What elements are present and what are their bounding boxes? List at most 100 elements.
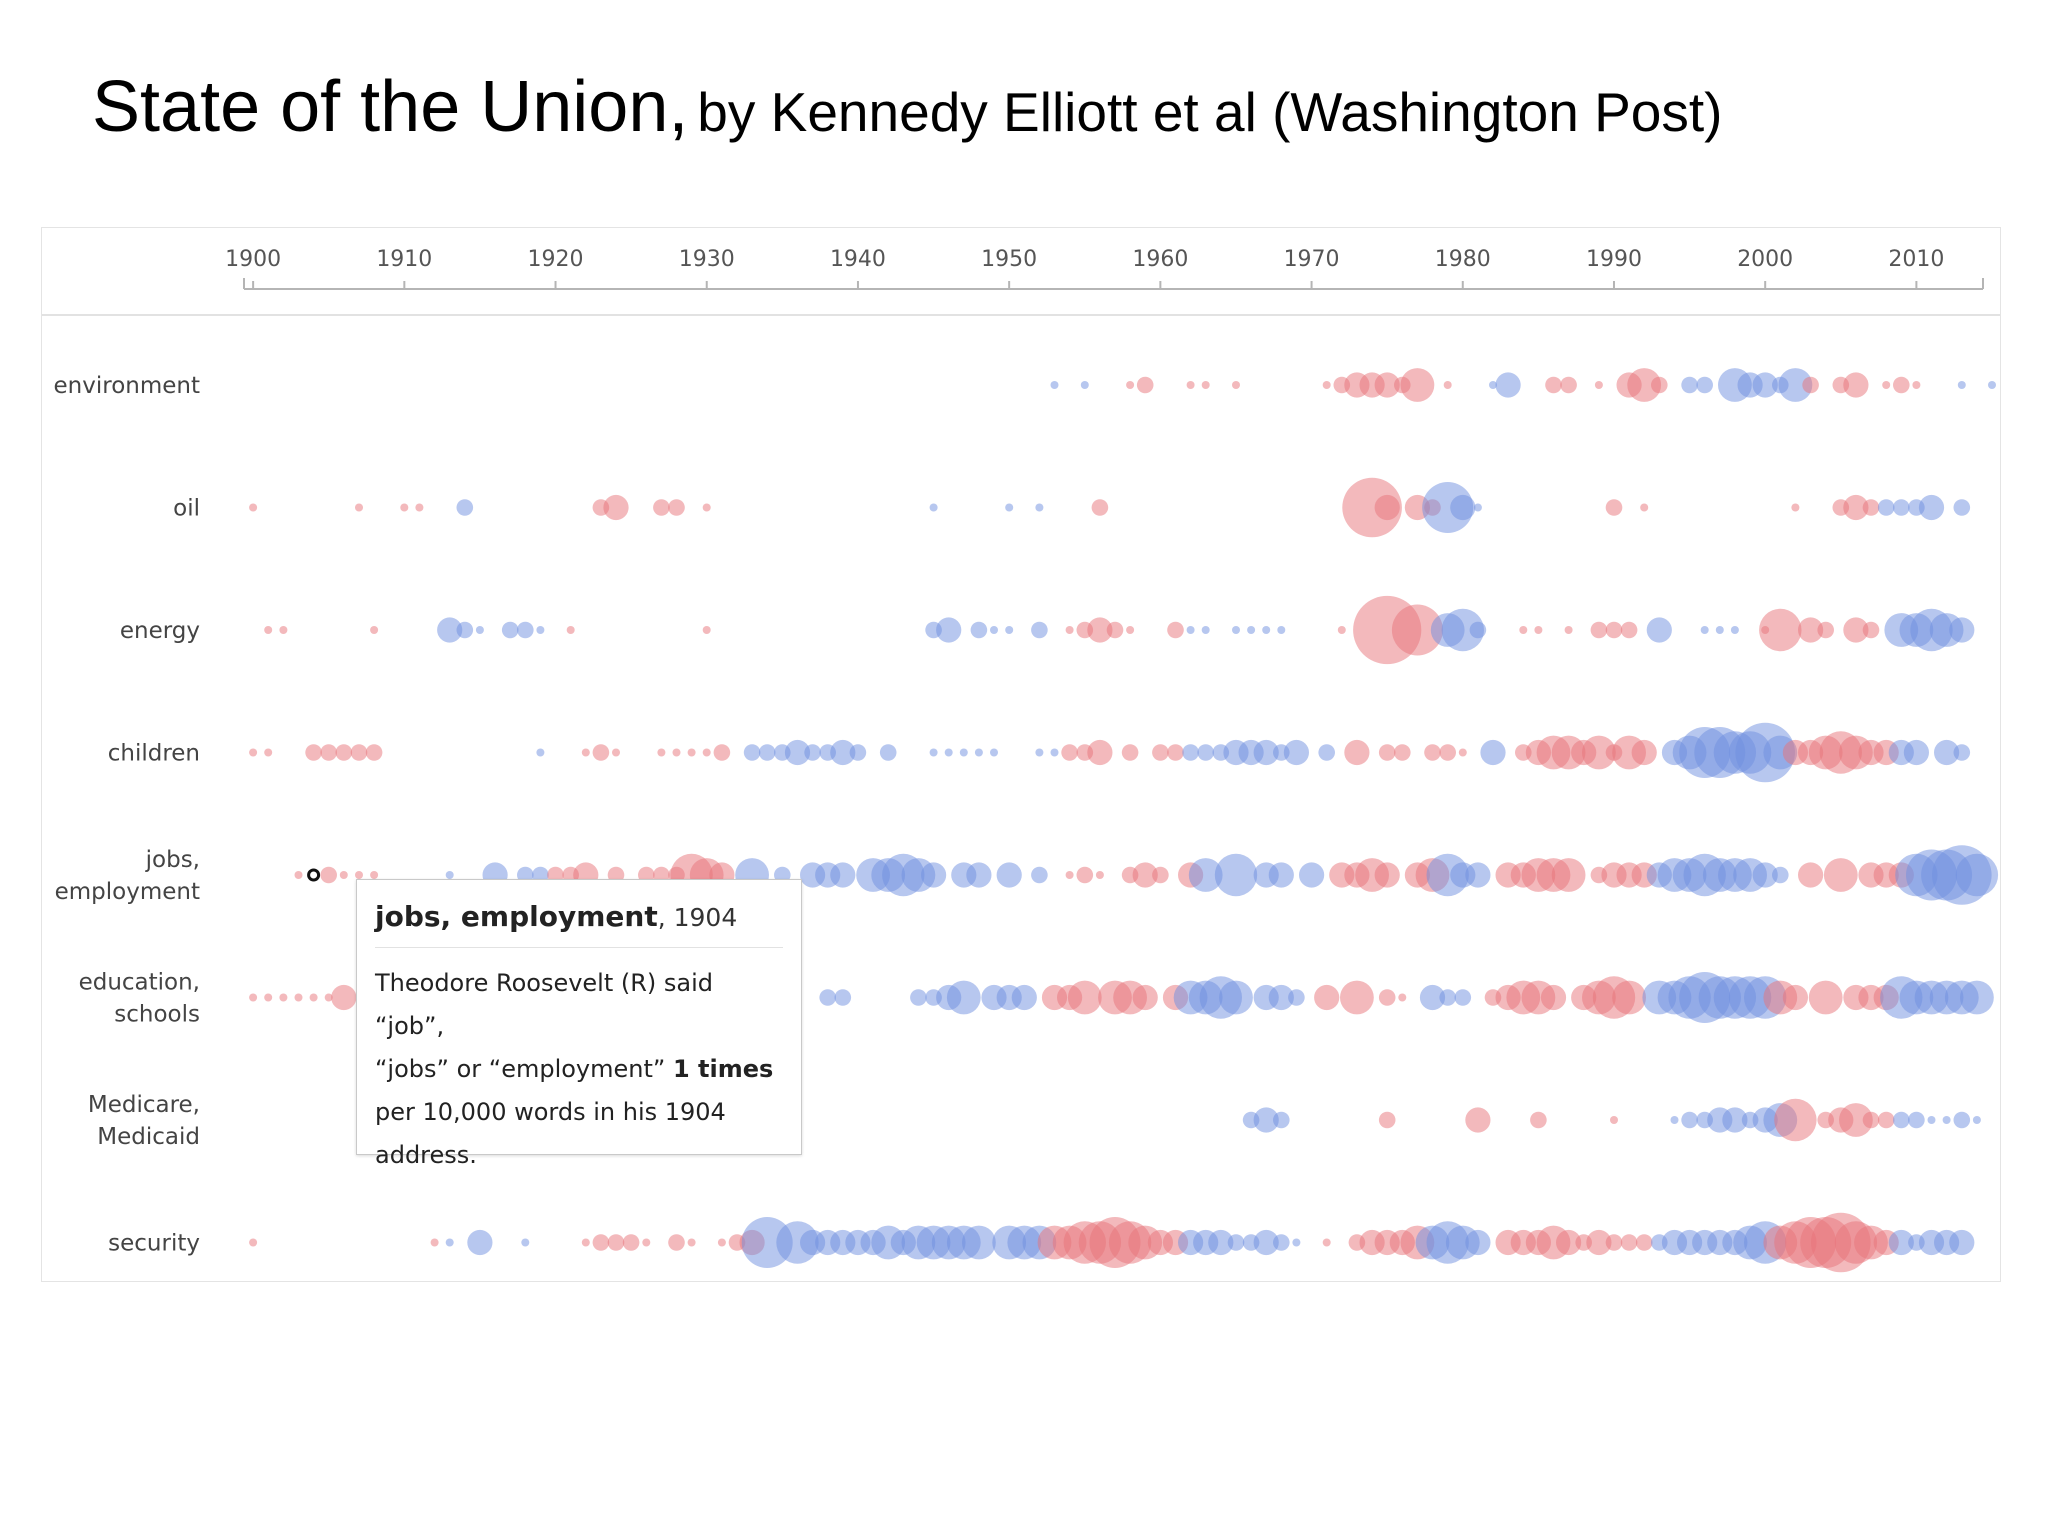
bubble-energy-1991[interactable] [1620, 621, 1638, 639]
bubble-energy-1919[interactable] [536, 626, 545, 634]
bubble-jobs-employment-1970[interactable] [1299, 862, 1325, 888]
bubble-energy-2013[interactable] [1949, 617, 1975, 643]
bubble-oil-1990[interactable] [1605, 499, 1623, 516]
bubble-oil-1928[interactable] [668, 499, 685, 516]
bubble-medicare-medicaid-2012[interactable] [1942, 1116, 1951, 1124]
bubble-security-1987[interactable] [1556, 1229, 1582, 1256]
bubble-jobs-employment-2000[interactable] [1752, 862, 1778, 888]
bubble-oil-1956[interactable] [1091, 499, 1109, 516]
bubble-security-2009[interactable] [1888, 1229, 1914, 1256]
bubble-children-1963[interactable] [1197, 744, 1214, 761]
bubble-energy-1998[interactable] [1730, 626, 1739, 634]
bubble-jobs-employment-1908[interactable] [370, 871, 379, 879]
bubble-oil-1945[interactable] [929, 503, 938, 512]
bubble-oil-2013[interactable] [1953, 499, 1971, 516]
bubble-jobs-employment-1963[interactable] [1188, 858, 1223, 892]
bubble-security-1924[interactable] [607, 1234, 625, 1251]
bubble-children-1973[interactable] [1344, 739, 1370, 766]
bubble-environment-2002[interactable] [1778, 368, 1813, 402]
bubble-environment-1982[interactable] [1489, 381, 1497, 389]
bubble-education-schools-1975[interactable] [1378, 989, 1396, 1006]
bubble-energy-1901[interactable] [264, 626, 273, 634]
bubble-children-1904[interactable] [305, 744, 322, 761]
bubble-medicare-medicaid-2002[interactable] [1774, 1098, 1817, 1142]
bubble-energy-2006[interactable] [1843, 617, 1869, 643]
bubble-environment-1955[interactable] [1080, 381, 1089, 389]
bubble-jobs-employment-1987[interactable] [1551, 858, 1586, 892]
bubble-oil-1914[interactable] [456, 499, 474, 516]
bubble-energy-1987[interactable] [1564, 626, 1573, 634]
bubble-environment-1993[interactable] [1651, 376, 1668, 394]
bubble-energy-1957[interactable] [1106, 621, 1124, 639]
bubble-education-schools-1965[interactable] [1219, 980, 1253, 1015]
bubble-jobs-employment-1906[interactable] [339, 871, 348, 879]
bubble-education-schools-1980[interactable] [1454, 989, 1472, 1006]
bubble-education-schools-1991[interactable] [1612, 980, 1646, 1015]
bubble-medicare-medicaid-2006[interactable] [1839, 1103, 1873, 1137]
bubble-energy-1949[interactable] [990, 626, 998, 634]
bubble-medicare-medicaid-2008[interactable] [1877, 1111, 1895, 1129]
bubble-energy-1930[interactable] [702, 626, 711, 634]
bubble-environment-1989[interactable] [1594, 381, 1603, 389]
bubble-energy-1962[interactable] [1186, 626, 1195, 634]
bubble-children-1928[interactable] [672, 748, 681, 757]
bubble-security-1965[interactable] [1227, 1234, 1245, 1251]
bubble-jobs-employment-1948[interactable] [966, 862, 992, 888]
bubble-security-1926[interactable] [642, 1238, 651, 1247]
bubble-environment-1953[interactable] [1050, 381, 1059, 389]
bubble-jobs-employment-2001[interactable] [1772, 866, 1789, 884]
bubble-education-schools-1906[interactable] [331, 984, 357, 1011]
bubble-children-1969[interactable] [1283, 739, 1309, 766]
bubble-energy-1965[interactable] [1232, 626, 1240, 634]
bubble-environment-1965[interactable] [1232, 381, 1240, 389]
bubble-children-1908[interactable] [365, 744, 383, 761]
bubble-environment-1983[interactable] [1495, 372, 1521, 398]
bubble-energy-1950[interactable] [1005, 626, 1014, 634]
bubble-security-1929[interactable] [687, 1238, 696, 1247]
bubble-energy-1966[interactable] [1247, 626, 1256, 634]
bubble-security-1931[interactable] [717, 1238, 726, 1247]
bubble-medicare-medicaid-2013[interactable] [1953, 1111, 1971, 1129]
bubble-jobs-employment-1965[interactable] [1214, 853, 1258, 897]
bubble-education-schools-1905[interactable] [324, 993, 333, 1002]
bubble-children-1930[interactable] [702, 748, 711, 757]
bubble-children-1975[interactable] [1378, 744, 1396, 761]
bubble-environment-1986[interactable] [1545, 376, 1562, 394]
bubble-security-1900[interactable] [249, 1238, 258, 1247]
bubble-children-1929[interactable] [687, 748, 696, 757]
bubble-jobs-employment-1952[interactable] [1031, 866, 1048, 884]
bubble-energy-2001[interactable] [1759, 608, 1802, 652]
bubble-children-1967[interactable] [1253, 739, 1279, 766]
bubble-jobs-employment-1945[interactable] [921, 862, 947, 888]
bubble-environment-1962[interactable] [1186, 381, 1195, 389]
bubble-jobs-employment-1950[interactable] [996, 862, 1022, 888]
bubble-energy-1956[interactable] [1087, 617, 1113, 643]
bubble-jobs-employment-2005[interactable] [1823, 858, 1858, 892]
bubble-environment-2015[interactable] [1988, 381, 1996, 389]
bubble-children-1945[interactable] [929, 748, 938, 757]
bubble-jobs-employment-1913[interactable] [445, 871, 454, 879]
bubble-oil-1907[interactable] [355, 503, 363, 512]
bubble-energy-1967[interactable] [1262, 626, 1271, 634]
bubble-education-schools-1968[interactable] [1268, 984, 1294, 1011]
bubble-medicare-medicaid-1990[interactable] [1610, 1116, 1618, 1124]
bubble-children-1924[interactable] [612, 748, 620, 757]
bubble-oil-2006[interactable] [1843, 494, 1869, 521]
bubble-children-1960[interactable] [1152, 744, 1169, 761]
bubble-children-2012[interactable] [1934, 739, 1960, 766]
bubble-energy-1961[interactable] [1167, 621, 1184, 639]
bubble-education-schools-1902[interactable] [279, 993, 288, 1002]
bubble-security-1948[interactable] [962, 1225, 996, 1260]
bubble-energy-1913[interactable] [437, 617, 463, 643]
bubble-security-1991[interactable] [1620, 1234, 1638, 1251]
bubble-medicare-medicaid-1975[interactable] [1378, 1111, 1396, 1129]
bubble-environment-2000[interactable] [1752, 372, 1778, 398]
bubble-environment-1992[interactable] [1627, 368, 1662, 402]
bubble-energy-1968[interactable] [1277, 626, 1286, 634]
bubble-oil-1950[interactable] [1005, 503, 1014, 512]
bubble-medicare-medicaid-2007[interactable] [1862, 1111, 1880, 1129]
bubble-children-1939[interactable] [830, 739, 856, 766]
bubble-energy-1981[interactable] [1469, 621, 1487, 639]
bubble-education-schools-2002[interactable] [1782, 984, 1808, 1011]
bubble-environment-1977[interactable] [1400, 368, 1435, 402]
